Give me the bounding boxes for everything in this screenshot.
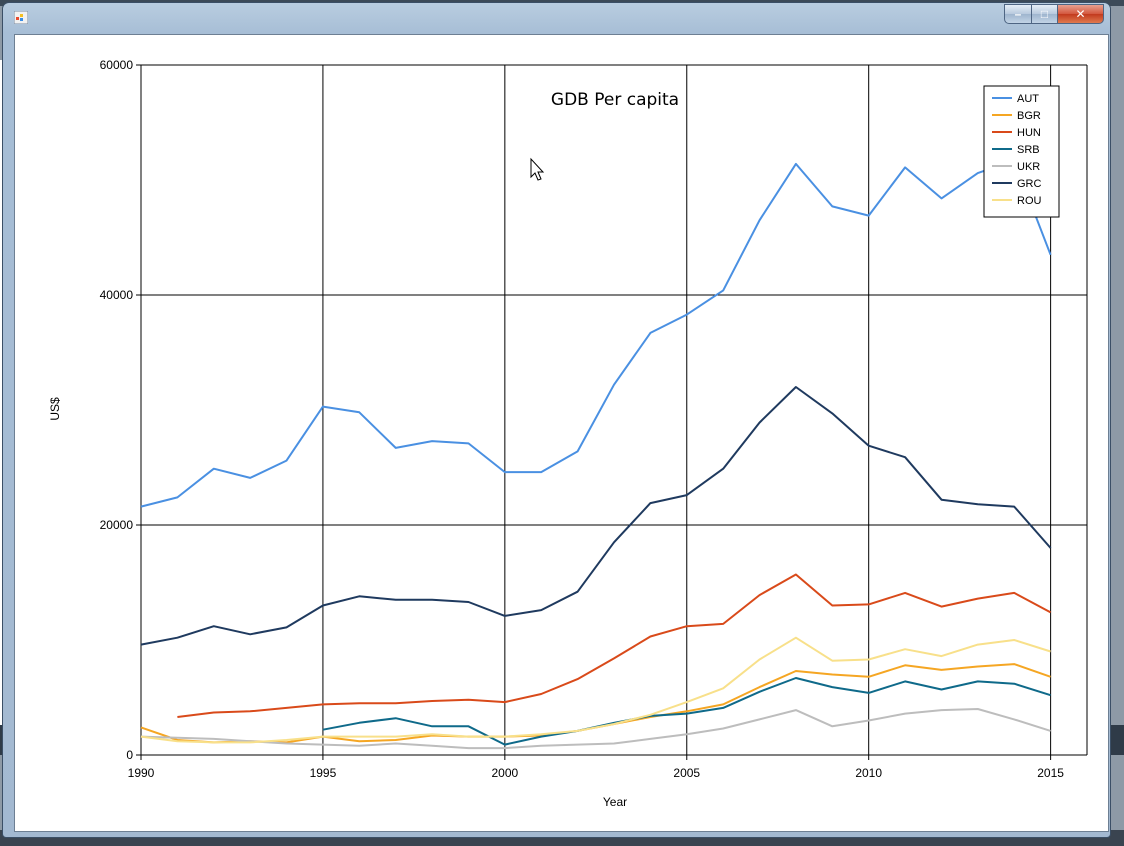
x-tick-label: 1990: [128, 766, 155, 780]
legend-box: [983, 85, 1060, 218]
legend-item-bgr: BGR: [992, 110, 1041, 122]
series-line-srb: [322, 677, 1051, 746]
grid: [140, 64, 1088, 756]
y-tick-label: 20000: [100, 518, 134, 532]
maximize-icon: □: [1040, 7, 1049, 21]
legend-item-rou: ROU: [992, 195, 1042, 207]
minimize-icon: –: [1014, 7, 1022, 21]
legend-label: BGR: [1017, 110, 1041, 122]
legend-label: GRC: [1017, 178, 1042, 190]
app-icon[interactable]: [14, 11, 28, 24]
series-lines: [140, 159, 1052, 750]
line-chart: 0 20000 40000 60000 1990 1995 2000 2005 2010 2015…: [48, 58, 1088, 809]
y-tick-label: 40000: [100, 288, 134, 302]
x-tick-label: 1995: [310, 766, 337, 780]
series-line-hun: [177, 573, 1052, 718]
x-tick-label: 2010: [855, 766, 882, 780]
series-line-ukr: [140, 708, 1051, 750]
series-line-rou: [140, 636, 1051, 744]
legend-item-hun: HUN: [992, 127, 1041, 139]
minimize-button[interactable]: –: [1004, 4, 1032, 24]
legend-label: AUT: [1017, 93, 1039, 105]
x-axis-title: Year: [603, 795, 627, 809]
legend-label: SRB: [1017, 144, 1040, 156]
legend-label: ROU: [1017, 195, 1042, 207]
y-tick-label: 0: [126, 748, 133, 762]
close-icon: ✕: [1075, 7, 1086, 21]
x-tick-label: 2005: [673, 766, 700, 780]
series-line-aut: [140, 159, 1052, 508]
legend: AUT BGR HUN SRB UKR GRC ROU: [983, 85, 1060, 218]
chart-title: GDB Per capita: [551, 90, 679, 110]
mouse-cursor-icon: [530, 157, 545, 181]
y-tick-label: 60000: [100, 58, 134, 72]
x-tick-label: 2000: [491, 766, 518, 780]
legend-item-aut: AUT: [992, 93, 1039, 105]
x-tick-label: 2015: [1037, 766, 1064, 780]
legend-item-grc: GRC: [992, 178, 1042, 190]
series-line-bgr: [140, 663, 1051, 744]
close-button[interactable]: ✕: [1057, 4, 1104, 24]
legend-label: HUN: [1017, 127, 1041, 139]
axes: 0 20000 40000 60000 1990 1995 2000 2005 2010 2015: [100, 58, 1087, 780]
chart-area: 0 20000 40000 60000 1990 1995 2000 2005 2010 2015…: [14, 34, 1109, 832]
chart-window: – □ ✕ 0 20000 40000 60000 1990 1995 2000 2005 20…: [2, 2, 1111, 838]
y-axis-title: US$: [48, 397, 62, 421]
series-line-grc: [140, 386, 1052, 646]
maximize-button[interactable]: □: [1031, 4, 1058, 24]
legend-item-srb: SRB: [992, 144, 1040, 156]
legend-item-ukr: UKR: [992, 161, 1040, 173]
legend-label: UKR: [1017, 161, 1040, 173]
